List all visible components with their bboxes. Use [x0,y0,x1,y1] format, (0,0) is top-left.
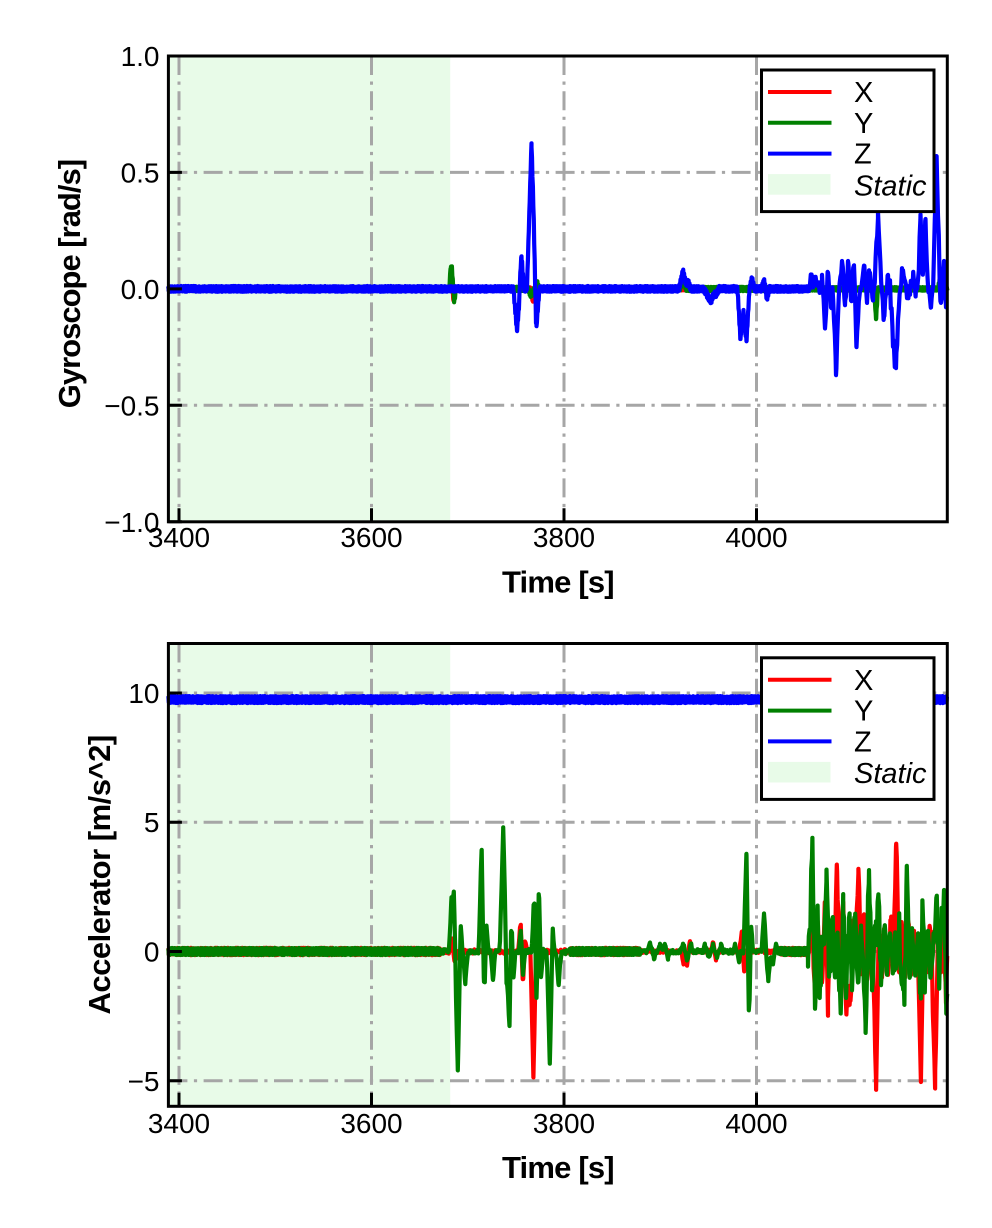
svg-text:0.0: 0.0 [121,274,160,305]
svg-text:Z: Z [854,726,872,758]
svg-text:3800: 3800 [533,522,595,553]
svg-text:Gyroscope [rad/s]: Gyroscope [rad/s] [52,160,87,408]
svg-text:Y: Y [854,696,873,728]
svg-text:Accelerator [m/s^2]: Accelerator [m/s^2] [82,735,117,1014]
svg-text:Time [s]: Time [s] [502,1150,614,1185]
svg-text:Y: Y [854,108,873,140]
svg-text:4000: 4000 [725,522,787,553]
svg-text:Z: Z [854,139,872,171]
svg-text:3800: 3800 [533,1108,595,1139]
svg-text:3600: 3600 [340,1108,402,1139]
svg-text:Time [s]: Time [s] [502,564,614,599]
svg-text:3600: 3600 [340,522,402,553]
svg-text:1.0: 1.0 [121,41,160,72]
svg-text:Static: Static [854,170,927,202]
svg-text:5: 5 [144,807,160,838]
svg-text:X: X [854,77,873,109]
svg-text:10: 10 [128,678,159,709]
svg-text:0: 0 [144,937,160,968]
svg-text:X: X [854,665,873,697]
svg-text:3400: 3400 [148,522,210,553]
svg-text:−1.0: −1.0 [104,507,159,538]
svg-text:−5: −5 [128,1066,160,1097]
svg-text:Static: Static [854,758,927,790]
svg-text:4000: 4000 [725,1108,787,1139]
svg-text:−0.5: −0.5 [104,390,159,421]
svg-text:0.5: 0.5 [121,157,160,188]
svg-text:3400: 3400 [148,1108,210,1139]
